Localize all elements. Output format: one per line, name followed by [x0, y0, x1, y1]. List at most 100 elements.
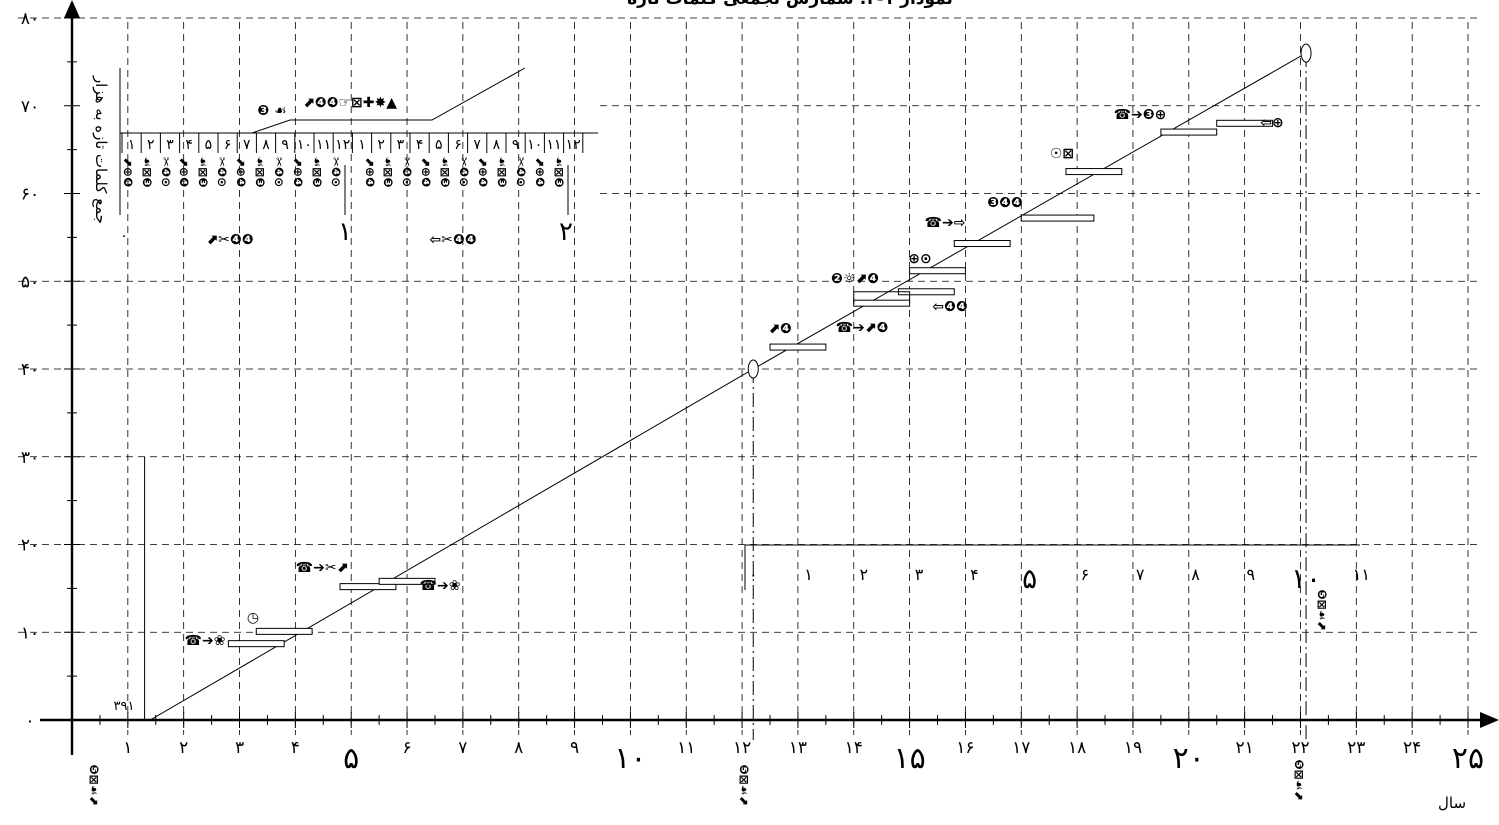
annotation-bar — [339, 583, 397, 591]
symbol-cluster: ☎➔⬈❹ — [836, 320, 889, 336]
y-axis-label: جمع کلمات تازه به هزار — [92, 75, 110, 224]
symbol-stack: ☙⊠❸ — [253, 157, 267, 188]
x-tick-label: ۱۷ — [1012, 738, 1030, 758]
point-marker — [747, 359, 759, 379]
y-tick-label: ۸۰ — [21, 9, 39, 29]
symbol-stack: ☙⊠❸ — [310, 157, 324, 188]
symbol-stack: ⬈⊕❹ — [533, 157, 547, 187]
symbol-stack: ☙⊠❸ — [552, 157, 566, 188]
upper-inset-month-label: ۱۲ — [566, 137, 581, 153]
x-axis-label: سال — [1438, 794, 1466, 812]
x-tick-label: ۱ — [123, 738, 132, 758]
symbol-cluster: ❷☼⬈❹ — [831, 271, 879, 287]
symbol-stack: ✂❹⊙ — [272, 157, 286, 187]
upper-inset-month-label: ۲ — [377, 137, 385, 153]
annotation-bar — [1160, 128, 1218, 136]
annotation-bar — [853, 299, 911, 307]
upper-inset-month-label: ۶ — [454, 137, 462, 153]
upper-inset-month-label: ۳ — [166, 137, 174, 153]
symbol-stack: ⬈⊕❹ — [291, 157, 305, 187]
symbol-stack: ☙⊠❸ — [381, 157, 395, 188]
upper-inset-month-label: ۵ — [205, 137, 213, 153]
annotation-bars — [227, 119, 1274, 648]
upper-inset-month-label: ۱۰ — [297, 137, 312, 153]
symbol-cluster: ☎➔✂⬈ — [296, 560, 349, 576]
symbol-stack: ✂❹⊙ — [329, 157, 343, 187]
symbol-cluster: ⬈❹❹☞⊠✚✸▲ — [303, 95, 397, 111]
grid-lines — [18, 17, 1480, 735]
upper-inset-month-label: ۷ — [473, 137, 481, 153]
symbol-stack: ❺⊠☙⬈ — [87, 764, 101, 805]
upper-inset-year-label: ۱ — [338, 217, 352, 247]
upper-inset-month-label: ۱۲ — [335, 137, 350, 153]
symbol-stack: ⬈⊕❹ — [177, 157, 191, 187]
upper-inset-year-label: ۰ — [120, 228, 128, 244]
annotation-bar — [1065, 168, 1123, 176]
lower-inset: ۰ ۱ ۲ ۳ ۴ ۵ ۶ ۷ ۸ ۹ ۱۰ ۱۱ — [744, 544, 1370, 595]
x-tick-label: ۱۴ — [845, 738, 863, 758]
upper-inset-month-label: ۲ — [147, 137, 155, 153]
symbol-cluster: ⬈✂❹❹ — [206, 232, 253, 248]
glyph-clusters: ☎➔❀ ☎➔✂⬈ ☎➔❀ ◷ ⬈❹ ❷☼⬈❹ ☎➔⬈❹ ⇦❹❹ ⊕⊙ ☎➔⇨ ❸❹❹ ☉⊠ ☎➔❸⊕ ⇦⊕… — [87, 95, 1329, 806]
lower-inset-label: ۵ — [1022, 562, 1037, 595]
x-tick-label: ۷ — [458, 738, 467, 758]
annotation-bar — [378, 577, 436, 585]
symbol-stack: ⬈⊕❹ — [476, 157, 490, 187]
symbol-cluster: ⇦✂❹❹ — [429, 232, 476, 248]
upper-inset-month-label: ۹ — [281, 137, 289, 153]
y-tick-label: ۰ — [25, 711, 34, 731]
upper-inset-month-label: ۴ — [185, 137, 193, 153]
upper-inset-month-label: ۹ — [512, 137, 520, 153]
x-tick-label: ۲۱ — [1236, 738, 1254, 758]
x-tick-label: ۱۱ — [677, 738, 695, 758]
tick-marks — [64, 17, 1469, 728]
series — [105, 43, 1312, 740]
lower-inset-label: ۳ — [915, 565, 924, 584]
x-tick-label: ۲ — [179, 738, 188, 758]
symbol-cluster: ☎➔❀ — [185, 633, 226, 649]
annotation-bar — [227, 640, 285, 648]
symbol-cluster: ⇦⊕ — [1260, 115, 1283, 131]
y-tick-label: ۴۰ — [21, 360, 39, 380]
annotation-bracket — [853, 291, 911, 304]
x-tick-label: ۱۵ — [893, 741, 925, 776]
y-tick-label: ۶۰ — [21, 185, 39, 205]
lower-inset-label: ۴ — [970, 565, 979, 584]
annotation-bar — [1216, 119, 1274, 127]
x-tick-label: ۲۲ — [1291, 738, 1309, 758]
x-tick-label: ۱۹ — [1124, 738, 1142, 758]
upper-inset-year-label: ۲ — [559, 217, 573, 247]
upper-inset-month-label: ۱۱ — [316, 137, 331, 153]
x-tick-label: ۲۵ — [1452, 741, 1484, 776]
symbol-stack: ✂❹⊙ — [215, 157, 229, 187]
x-tick-label: ۱۰ — [614, 741, 646, 776]
symbol-cluster: ☎➔❀ — [420, 578, 461, 594]
symbol-cluster: ❸ ☙ — [257, 103, 286, 119]
x-tick-label: ۱۲ — [733, 738, 751, 758]
axes — [40, 0, 1499, 755]
annotation-bar — [953, 240, 1011, 248]
symbol-stack: ❺⊠☙⬈ — [1315, 589, 1329, 630]
upper-inset-month-label: ۴ — [416, 137, 424, 153]
upper-inset-month-label: ۸ — [493, 137, 501, 153]
symbol-stack: ✂❹⊙ — [514, 157, 528, 187]
lower-inset-label: ۹ — [1246, 565, 1255, 584]
lower-inset-label: ۷ — [1136, 565, 1145, 584]
symbol-stack: ☙⊠❸ — [438, 157, 452, 188]
x-tick-label: ۲۰ — [1173, 741, 1205, 776]
upper-inset-month-label: ۷ — [243, 137, 251, 153]
upper-inset-month-label: ۱۱ — [546, 137, 561, 153]
x-tick-label: ۲۴ — [1403, 738, 1421, 758]
upper-inset-month-label: ۱ — [128, 137, 136, 153]
annotation-bar — [769, 343, 827, 351]
symbol-cluster: ⊕⊙ — [908, 251, 931, 267]
symbol-stack: ⬈⊕❹ — [121, 157, 135, 187]
lower-inset-label: ۶ — [1081, 565, 1090, 584]
symbol-stack: ❺⊠☙⬈ — [737, 764, 751, 805]
symbol-stack: ❺⊠☙⬈ — [1292, 759, 1306, 800]
x-tick-label: ۱۳ — [789, 738, 807, 758]
symbol-cluster: ⬈❹ — [768, 321, 792, 337]
lower-inset-label: ۸ — [1191, 565, 1200, 584]
symbol-stack: ☙⊠❸ — [495, 157, 509, 188]
